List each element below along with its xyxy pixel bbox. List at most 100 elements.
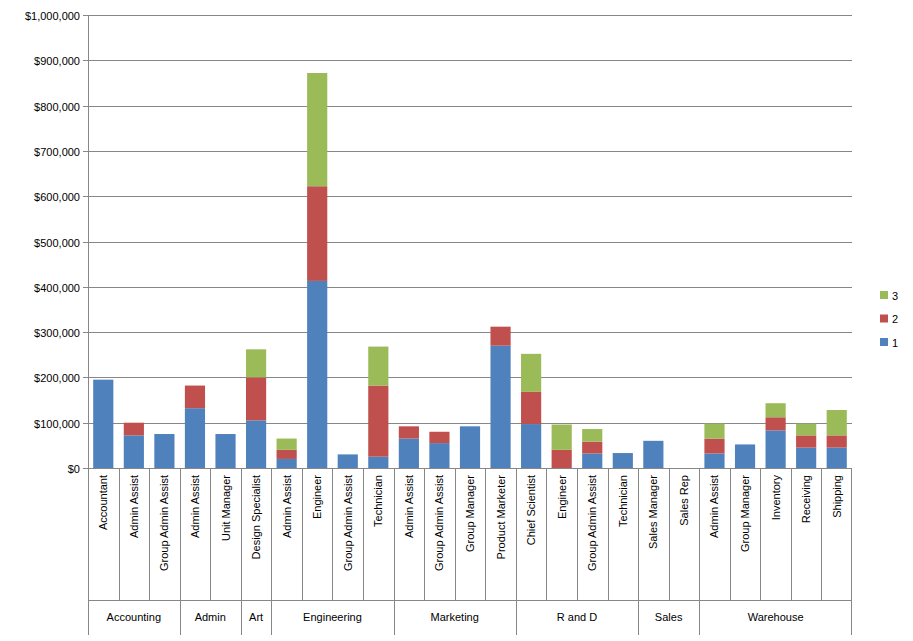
category-separator [851, 468, 852, 635]
tick-mark [83, 196, 88, 197]
bar-segment [93, 379, 113, 380]
bar-segment [246, 420, 266, 468]
bar-segment [277, 459, 297, 468]
bar-segment [766, 430, 786, 468]
bar-segment [827, 448, 847, 468]
category-label: Technician [372, 475, 384, 527]
bar-segment [766, 417, 786, 430]
category-separator [180, 468, 181, 635]
bar-segment [766, 403, 786, 417]
tick-label: $300,000 [34, 327, 80, 339]
legend-label: 1 [892, 337, 898, 349]
bar-segment [674, 468, 694, 469]
bar-segment [735, 444, 755, 445]
bar-segment [185, 408, 205, 468]
bar-segment [490, 326, 510, 327]
group-label: R and D [557, 611, 597, 623]
category-separator [638, 468, 639, 635]
group-label: Sales [655, 611, 683, 623]
category-separator [149, 468, 150, 600]
grid [83, 16, 852, 469]
category-separator [791, 468, 792, 600]
legend-label: 3 [892, 290, 898, 302]
bar-segment [704, 454, 724, 468]
tick-label: $500,000 [34, 237, 80, 249]
bar-segment [338, 454, 358, 455]
tick-label: $200,000 [34, 372, 80, 384]
tick-label: $400,000 [34, 282, 80, 294]
bar-segment [460, 426, 480, 427]
bar-segment [185, 386, 205, 409]
bar-segment [460, 426, 480, 427]
tick-mark [83, 287, 88, 288]
category-label: Accountant [97, 475, 109, 530]
x-axis [88, 468, 852, 469]
category-separator [119, 468, 120, 600]
grid-line [88, 15, 852, 16]
category-label: Sales Manager [647, 475, 659, 549]
category-label: Technician [617, 475, 629, 527]
bar-segment [521, 424, 541, 468]
bar-segment [429, 443, 449, 468]
category-separator [88, 468, 89, 635]
bar-segment [246, 349, 266, 377]
group-label: Art [249, 611, 263, 623]
bar-segment [674, 468, 694, 469]
bar-segment [613, 453, 633, 454]
bar-segment [643, 440, 663, 441]
category-label: Group Admin Assist [433, 475, 445, 571]
legend: 3 2 1 [880, 290, 898, 349]
bar-segment [215, 434, 235, 435]
bar-segment [307, 281, 327, 468]
bar-segment [796, 424, 816, 436]
category-separator [210, 468, 211, 600]
tick-mark [83, 332, 88, 333]
grid-line [88, 60, 852, 61]
category-label: Chief Scientist [525, 475, 537, 545]
category-separator [516, 468, 517, 635]
tick-mark [83, 242, 88, 243]
category-label: Inventory [770, 475, 782, 521]
category-separator [302, 468, 303, 600]
group-axis-line [88, 600, 852, 601]
bar-segment [552, 450, 572, 468]
tick-label: $1,000,000 [25, 10, 80, 22]
legend-label: 2 [892, 313, 898, 325]
category-label: Product Marketer [495, 475, 507, 560]
bar-segment [735, 444, 755, 468]
tick-mark [83, 468, 88, 469]
grid-line [88, 106, 852, 107]
category-separator [455, 468, 456, 600]
bar-segment [215, 434, 235, 468]
grid-line [88, 332, 852, 333]
category-separator [363, 468, 364, 600]
bar-segment [582, 429, 602, 442]
bar-segment [613, 453, 633, 454]
category-separator [332, 468, 333, 600]
grid-line [88, 468, 852, 469]
category-label: Admin Assist [128, 475, 140, 538]
group-label: Marketing [431, 611, 479, 623]
bar-segment [674, 468, 694, 469]
category-separator [394, 468, 395, 635]
category-separator [241, 468, 242, 635]
category-label: Group Admin Assist [158, 475, 170, 571]
tick-mark [83, 15, 88, 16]
bar-segment [704, 439, 724, 454]
category-label: Unit Manager [220, 475, 232, 541]
tick-label: $900,000 [34, 55, 80, 67]
category-separator [608, 468, 609, 600]
bar-segment [124, 423, 144, 436]
grid-line [88, 196, 852, 197]
bar-segment [368, 457, 388, 468]
bar-segment [827, 410, 847, 435]
category-separator [730, 468, 731, 600]
bar-segment [124, 435, 144, 468]
bar-segment [582, 454, 602, 468]
bars [93, 73, 847, 468]
bar-segment [796, 448, 816, 468]
tick-label: $800,000 [34, 101, 80, 113]
category-label: Sales Rep [678, 475, 690, 526]
grid-line [88, 242, 852, 243]
tick-mark [83, 423, 88, 424]
